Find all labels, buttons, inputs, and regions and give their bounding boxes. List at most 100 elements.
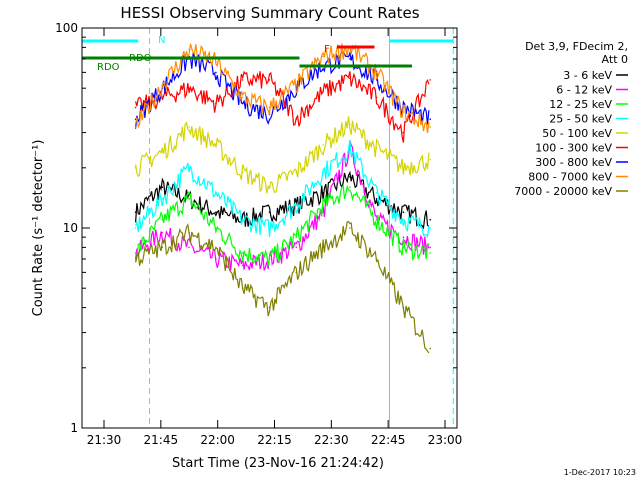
legend-label-7: 800 - 7000 keV xyxy=(528,171,612,184)
legend-label-3: 25 - 50 keV xyxy=(549,113,612,126)
x-tick-label-2: 22:00 xyxy=(200,433,235,447)
series-point-5-6 xyxy=(241,79,244,81)
series-point-7-5 xyxy=(215,60,217,63)
flag-label-0: RDO xyxy=(97,62,120,73)
series-point-5-5 xyxy=(215,102,217,105)
series-point-7-13 xyxy=(429,126,432,128)
series-point-6-6 xyxy=(241,102,244,105)
series-point-4-6 xyxy=(241,171,244,173)
series-point-8-10 xyxy=(349,227,351,229)
series-point-0-3 xyxy=(161,186,164,188)
series-point-8-9 xyxy=(322,246,324,249)
series-point-0-5 xyxy=(215,211,217,213)
y-tick-label-0: 1 xyxy=(70,421,78,435)
series-point-8-8 xyxy=(295,271,298,274)
series-point-0-12 xyxy=(402,211,405,213)
legend-header-line2: Att 0 xyxy=(602,53,628,66)
series-point-2-7 xyxy=(268,258,271,260)
series-line-4 xyxy=(135,116,430,194)
series-point-7-12 xyxy=(402,111,405,113)
series-point-7-9 xyxy=(322,55,324,58)
series-point-1-9 xyxy=(322,211,324,213)
series-point-2-10 xyxy=(349,186,351,188)
series-point-3-13 xyxy=(429,227,432,229)
legend: Det 3,9, FDecim 2, Att 0 3 - 6 keV 6 - 12… xyxy=(514,40,628,198)
series-point-4-8 xyxy=(295,171,298,173)
y-tick-label-2: 100 xyxy=(55,21,78,35)
series-point-7-7 xyxy=(268,106,271,109)
series-point-7-8 xyxy=(295,84,298,86)
series-point-3-11 xyxy=(375,192,378,194)
series-point-2-8 xyxy=(295,236,298,238)
series-point-1-4 xyxy=(188,246,190,249)
series-point-2-3 xyxy=(161,218,164,221)
series-point-8-12 xyxy=(402,306,405,309)
series-point-0-2 xyxy=(134,211,137,213)
series-point-3-2 xyxy=(134,227,137,229)
series-point-7-11 xyxy=(375,71,378,74)
legend-label-8: 7000 - 20000 keV xyxy=(514,185,612,198)
series-point-8-7 xyxy=(268,306,271,309)
series-point-1-13 xyxy=(429,246,432,249)
series-point-1-8 xyxy=(295,246,298,249)
series-point-3-7 xyxy=(268,227,271,229)
legend-label-6: 300 - 800 keV xyxy=(535,156,612,169)
series-point-2-11 xyxy=(375,218,378,221)
series-line-5 xyxy=(135,70,430,143)
series-point-4-13 xyxy=(429,158,432,161)
series-point-7-3 xyxy=(161,84,164,86)
series-point-5-3 xyxy=(161,96,164,99)
series-point-8-5 xyxy=(215,246,217,249)
legend-label-0: 3 - 6 keV xyxy=(563,69,612,82)
series-point-7-2 xyxy=(134,126,137,128)
series-point-5-7 xyxy=(268,79,271,81)
series-point-4-5 xyxy=(215,144,217,146)
footer-timestamp: 1-Dec-2017 10:23 xyxy=(564,468,636,477)
series-point-2-12 xyxy=(402,246,405,249)
series-point-2-6 xyxy=(241,252,244,254)
series-line-8 xyxy=(135,221,430,354)
series-line-7 xyxy=(135,43,430,134)
chart-title: HESSI Observing Summary Count Rates xyxy=(120,4,419,22)
x-tick-label-5: 22:45 xyxy=(371,433,406,447)
series-point-5-9 xyxy=(322,91,324,93)
series-point-4-12 xyxy=(402,167,405,169)
series-point-0-7 xyxy=(268,211,271,213)
legend-label-4: 50 - 100 keV xyxy=(542,127,612,140)
plot-area xyxy=(82,28,454,428)
y-tick-label-1: 10 xyxy=(63,221,78,235)
x-axis-label: Start Time (23-Nov-16 21:24:42) xyxy=(172,456,384,471)
series-line-3 xyxy=(135,139,430,239)
series-point-8-6 xyxy=(241,287,244,290)
series-point-8-3 xyxy=(161,246,164,249)
series-point-2-9 xyxy=(322,204,324,206)
series-point-0-13 xyxy=(429,218,432,221)
series-point-4-2 xyxy=(134,167,137,169)
series-point-3-10 xyxy=(349,147,351,150)
series-point-4-10 xyxy=(349,123,351,126)
series-point-6-13 xyxy=(429,118,432,120)
series-line-6 xyxy=(135,50,430,129)
legend-header-line1: Det 3,9, FDecim 2, xyxy=(525,40,628,53)
series-point-3-3 xyxy=(161,198,164,200)
series-point-2-5 xyxy=(215,227,217,229)
series-point-5-10 xyxy=(349,77,351,80)
series-point-6-10 xyxy=(349,58,351,60)
series-point-5-2 xyxy=(134,106,137,109)
series-point-8-4 xyxy=(188,231,190,234)
series-point-5-13 xyxy=(429,79,432,81)
series-point-4-4 xyxy=(188,126,190,128)
series-point-4-7 xyxy=(268,186,271,188)
series-point-3-9 xyxy=(322,171,324,173)
series-point-0-10 xyxy=(349,176,351,178)
series-point-3-4 xyxy=(188,167,190,169)
series-point-7-6 xyxy=(241,96,244,99)
series-line-2 xyxy=(135,183,430,267)
series-point-0-11 xyxy=(375,198,378,200)
series-point-0-9 xyxy=(322,192,324,194)
series-point-8-2 xyxy=(134,258,137,260)
series-point-3-8 xyxy=(295,204,298,206)
legend-label-2: 12 - 25 keV xyxy=(549,98,612,111)
